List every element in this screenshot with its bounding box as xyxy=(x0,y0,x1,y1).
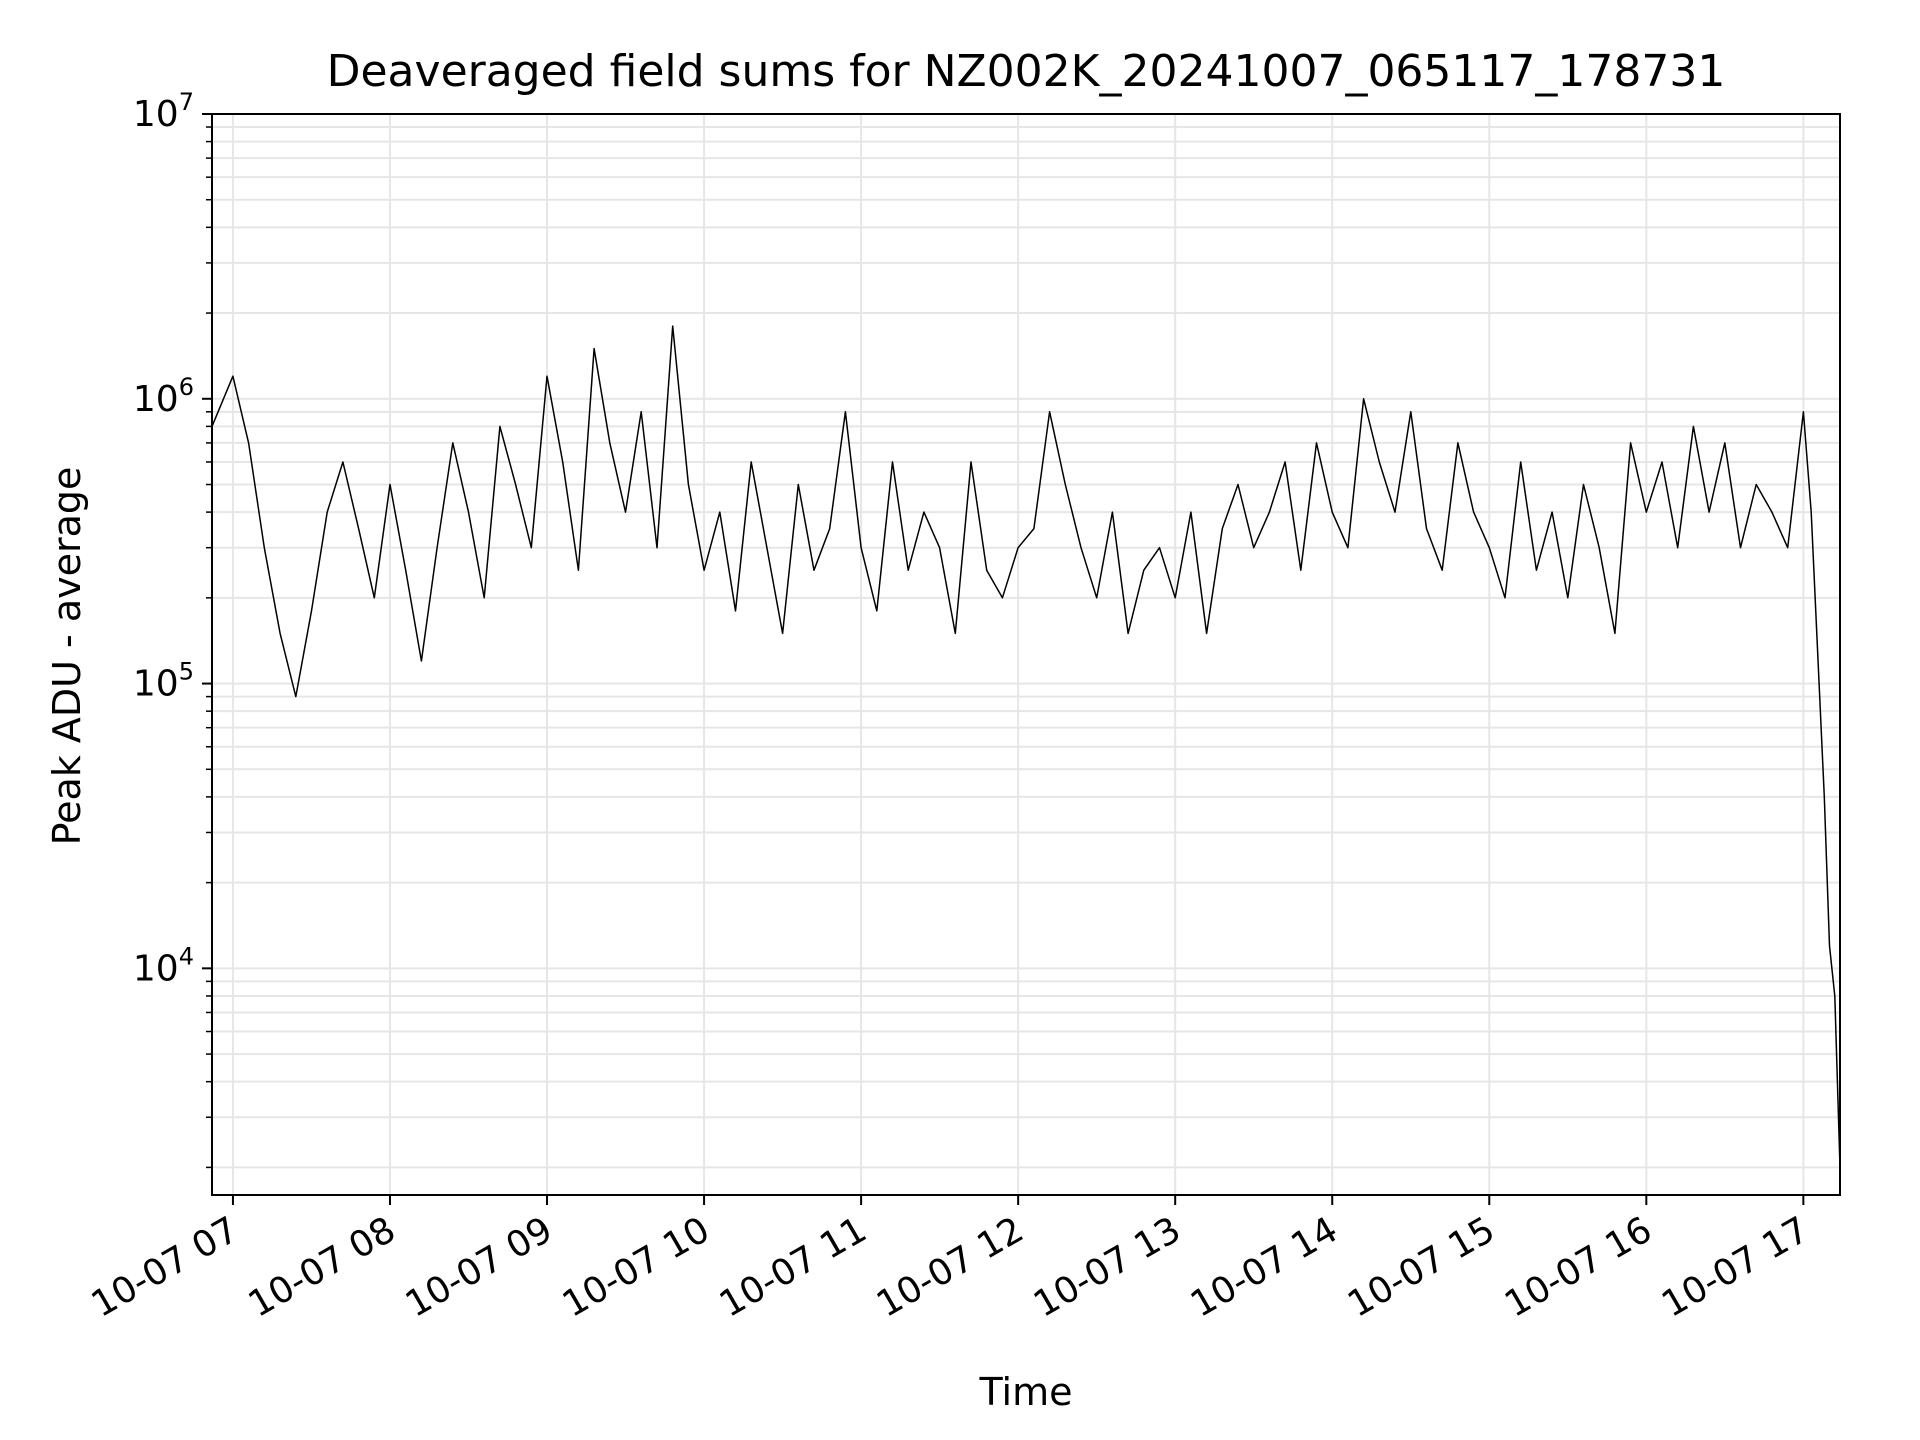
series-line xyxy=(211,325,1841,1168)
x-axis-label: Time xyxy=(979,1370,1073,1414)
plot-frame xyxy=(211,113,1841,1196)
y-tick-label: 104 xyxy=(133,942,194,989)
y-tick-label: 105 xyxy=(133,658,194,705)
y-tick-label: 106 xyxy=(133,373,194,420)
y-tick-label: 107 xyxy=(133,88,194,135)
series-layer xyxy=(211,325,1841,1168)
y-axis-label: Peak ADU - average xyxy=(45,467,89,846)
chart-title: Deaveraged field sums for NZ002K_2024100… xyxy=(327,46,1726,97)
